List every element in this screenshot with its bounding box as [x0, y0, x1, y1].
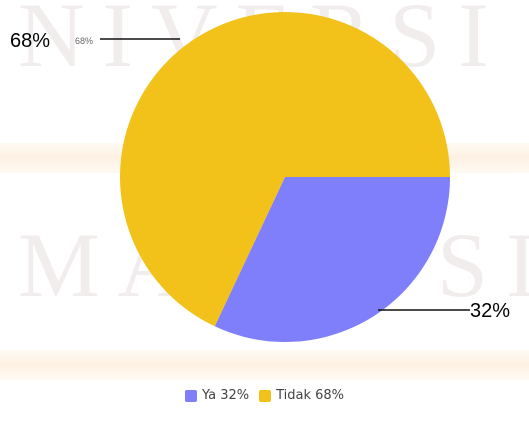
- callout-label-ya: 32%: [470, 300, 510, 322]
- legend-label-ya: Ya 32%: [201, 388, 250, 403]
- legend-label-tidak: Tidak 68%: [276, 388, 345, 403]
- background-band-bottom: [0, 350, 529, 380]
- pie-slice-ya: [214, 177, 450, 342]
- legend-swatch-ya: [184, 389, 197, 402]
- pie-chart: 68% 68% 32%: [10, 11, 510, 342]
- chart-legend: Ya 32% Tidak 68%: [0, 388, 529, 403]
- legend-swatch-tidak: [259, 389, 272, 402]
- pie-slice-tidak: [119, 11, 451, 327]
- legend-item-ya: Ya 32%: [184, 388, 250, 403]
- pie-slices: [119, 11, 451, 342]
- callout-label-tidak: 68%: [10, 30, 50, 52]
- callout-label-tidak-small: 68%: [75, 36, 93, 46]
- legend-item-tidak: Tidak 68%: [259, 388, 344, 403]
